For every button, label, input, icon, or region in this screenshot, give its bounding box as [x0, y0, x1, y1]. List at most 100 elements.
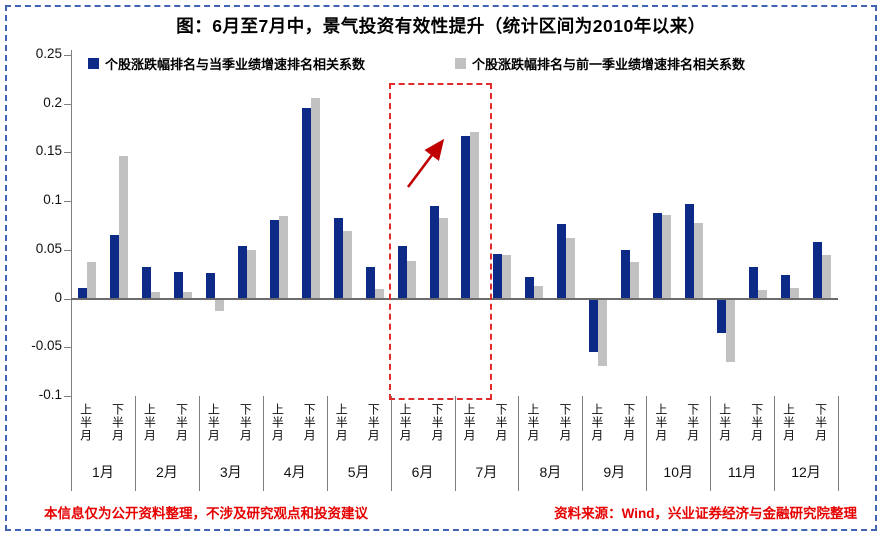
- bar-previous-9月下半月: [630, 262, 640, 299]
- month-divider: [582, 396, 584, 491]
- half-month-label: 上半月: [653, 403, 668, 442]
- month-divider: [646, 396, 648, 491]
- half-month-label: 下半月: [174, 403, 189, 442]
- month-divider: [134, 396, 136, 491]
- bar-previous-12月下半月: [822, 254, 832, 299]
- month-label: 4月: [283, 464, 306, 480]
- half-month-label: 上半月: [142, 403, 157, 442]
- half-month-label: 下半月: [813, 403, 828, 442]
- bar-previous-4月下半月: [310, 97, 320, 299]
- bar-current-3月下半月: [237, 245, 247, 299]
- half-month-label: 下半月: [238, 403, 253, 442]
- bar-previous-3月下半月: [246, 249, 256, 299]
- half-month-label: 上半月: [717, 403, 732, 442]
- bar-current-9月上半月: [589, 298, 599, 353]
- half-month-label: 下半月: [110, 403, 125, 442]
- y-axis-tick: [64, 347, 71, 349]
- bar-current-7月上半月: [461, 135, 471, 299]
- y-axis-tick-label: 0.2: [43, 94, 62, 110]
- highlight-box: [389, 83, 492, 400]
- month-label: 6月: [411, 464, 434, 480]
- half-month-label: 下半月: [749, 403, 764, 442]
- half-month-label: 上半月: [270, 403, 285, 442]
- bar-current-10月上半月: [653, 212, 663, 299]
- half-month-label: 上半月: [206, 403, 221, 442]
- bar-current-7月下半月: [493, 253, 503, 299]
- month-divider: [390, 396, 392, 491]
- month-label: 3月: [219, 464, 242, 480]
- bar-previous-10月上半月: [662, 214, 672, 299]
- bar-previous-2月下半月: [182, 291, 192, 299]
- legend-label-previous-quarter: 个股涨跌幅排名与前一季业绩增速排名相关系数: [472, 57, 746, 72]
- bar-current-11月上半月: [717, 298, 727, 333]
- y-axis-tick: [64, 249, 71, 251]
- month-divider: [710, 396, 712, 491]
- legend-item-current-quarter: 个股涨跌幅排名与当季业绩增速排名相关系数: [88, 54, 365, 73]
- month-label: 10月: [663, 464, 693, 480]
- y-axis-tick: [64, 298, 71, 300]
- month-divider: [518, 396, 520, 491]
- month-label: 11月: [727, 464, 757, 480]
- y-axis-tick: [64, 103, 71, 105]
- y-axis-tick: [64, 395, 71, 397]
- half-month-label: 上半月: [462, 403, 477, 442]
- chart-title: 图：6月至7月中，景气投资有效性提升（统计区间为2010年以来）: [176, 16, 706, 36]
- half-month-label: 上半月: [398, 403, 413, 442]
- bar-previous-2月上半月: [150, 291, 160, 299]
- y-axis-tick-label: -0.05: [31, 338, 62, 354]
- legend-label-current-quarter: 个股涨跌幅排名与当季业绩增速排名相关系数: [105, 57, 366, 72]
- bar-previous-4月上半月: [278, 215, 288, 299]
- bar-previous-8月下半月: [566, 238, 576, 299]
- month-label: 8月: [539, 464, 562, 480]
- disclaimer-note: 本信息仅为公开资料整理，不涉及研究观点和投资建议: [44, 506, 368, 521]
- month-divider: [838, 396, 839, 491]
- half-month-label: 上半月: [525, 403, 540, 442]
- bar-current-2月下半月: [173, 272, 183, 299]
- month-label: 1月: [92, 464, 114, 480]
- bar-previous-7月上半月: [470, 131, 480, 299]
- bar-current-5月上半月: [333, 217, 343, 299]
- legend-item-previous-quarter: 个股涨跌幅排名与前一季业绩增速排名相关系数: [455, 54, 745, 73]
- month-divider: [774, 396, 776, 491]
- half-month-label: 下半月: [430, 403, 445, 442]
- month-label: 9月: [603, 464, 626, 480]
- half-month-label: 上半月: [334, 403, 349, 442]
- half-month-label: 下半月: [366, 403, 381, 442]
- month-label: 12月: [791, 464, 821, 480]
- month-divider: [326, 396, 328, 491]
- bar-previous-1月上半月: [86, 262, 96, 299]
- bar-current-6月上半月: [397, 245, 407, 299]
- bar-current-10月下半月: [685, 204, 695, 299]
- half-month-label: 上半月: [78, 403, 93, 442]
- bar-previous-11月下半月: [758, 289, 768, 299]
- half-month-label: 下半月: [621, 403, 636, 442]
- bar-current-2月上半月: [141, 267, 151, 299]
- bar-previous-3月上半月: [214, 298, 224, 312]
- bar-current-4月上半月: [269, 219, 279, 299]
- month-label: 7月: [475, 464, 498, 480]
- legend-swatch-previous-quarter-icon: [455, 58, 466, 69]
- y-axis-line: [71, 50, 72, 396]
- bar-previous-6月下半月: [438, 217, 448, 299]
- bar-current-6月下半月: [429, 205, 439, 299]
- month-divider: [454, 396, 456, 491]
- bar-previous-7月下半月: [502, 254, 512, 299]
- bar-current-8月下半月: [557, 223, 567, 299]
- y-axis-tick-label: 0.05: [35, 240, 62, 256]
- bar-current-4月下半月: [301, 107, 311, 299]
- month-divider: [71, 396, 72, 491]
- month-divider: [198, 396, 200, 491]
- y-axis-tick-label: 0: [54, 289, 62, 305]
- bar-current-12月下半月: [813, 242, 823, 299]
- half-month-label: 上半月: [781, 403, 796, 442]
- bar-previous-12月上半月: [790, 287, 800, 299]
- bar-current-11月下半月: [749, 267, 759, 299]
- outer-dashed-border: [5, 5, 877, 531]
- y-axis-tick: [64, 201, 71, 203]
- bar-previous-5月上半月: [342, 231, 352, 299]
- y-axis-tick: [64, 152, 71, 154]
- half-month-label: 下半月: [494, 403, 509, 442]
- bar-previous-9月上半月: [598, 298, 608, 366]
- y-axis-tick-label: 0.1: [43, 192, 62, 208]
